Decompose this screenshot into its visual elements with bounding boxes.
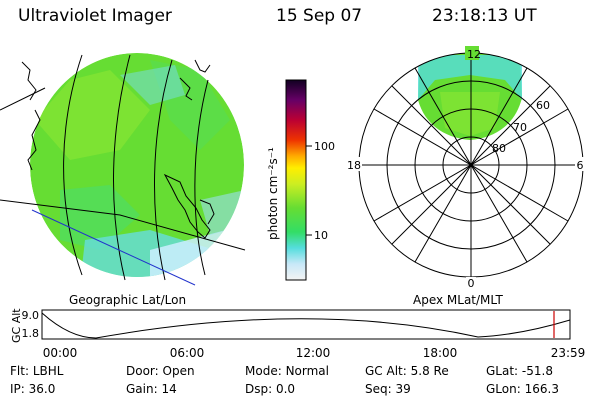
info-value: LBHL	[32, 364, 64, 378]
info-label: Seq:	[365, 382, 392, 396]
app-title: Ultraviolet Imager	[18, 6, 172, 26]
polar-map-label: Apex MLat/MLT	[413, 293, 503, 307]
colorbar-tick-label: 10	[314, 229, 328, 242]
alt-ytick: 9.0	[22, 309, 40, 322]
colorbar-tick-label: 100	[314, 140, 335, 153]
meridian-line	[194, 79, 209, 276]
header-time: 23:18:13 UT	[432, 6, 537, 26]
alt-xtick: 06:00	[170, 346, 205, 360]
info-value: 5.8 Re	[410, 364, 449, 378]
mlat-label: 60	[536, 99, 550, 112]
latitude-line	[0, 87, 46, 111]
coastline	[199, 199, 215, 225]
header-date: 15 Sep 07	[276, 6, 363, 26]
info-mode: Mode: Normal	[245, 364, 329, 378]
info-dsp: Dsp: 0.0	[245, 382, 295, 396]
info-value: 39	[395, 382, 411, 396]
info-value: Open	[162, 364, 195, 378]
info-label: GLon:	[486, 382, 521, 396]
altitude-plot: 9.0 1.8 GC Alt 00:00 06:00 12:00 18:00 2…	[10, 308, 585, 360]
alt-xtick: 23:59	[551, 346, 586, 360]
mlt-label-bottom: 0	[468, 277, 475, 290]
earth-disk	[30, 53, 244, 277]
mlt-label-right: 6	[577, 159, 584, 172]
info-label: Dsp:	[245, 382, 273, 396]
meridian-line	[63, 54, 83, 276]
geographic-map-label: Geographic Lat/Lon	[69, 293, 187, 307]
info-label: GLat:	[486, 364, 519, 378]
mlt-label-left: 18	[347, 159, 361, 172]
info-gain: Gain: 14	[126, 382, 177, 396]
mlat-label: 70	[513, 121, 527, 134]
info-label: IP:	[10, 382, 25, 396]
coastline	[27, 109, 41, 171]
colorbar: 100 10 photon cm⁻²s⁻¹	[266, 79, 335, 281]
coastline	[21, 61, 37, 101]
alt-xtick: 12:00	[296, 346, 331, 360]
latitude-line	[0, 199, 246, 251]
coastline	[163, 173, 211, 239]
info-value: Normal	[285, 364, 329, 378]
alt-ylabel: GC Alt	[10, 308, 23, 343]
mlat-label: 80	[492, 142, 506, 155]
geographic-map	[0, 53, 246, 286]
polar-spokes	[359, 53, 583, 277]
info-label: GC Alt:	[365, 364, 407, 378]
info-label: Door:	[126, 364, 159, 378]
info-glon: GLon: 166.3	[486, 382, 559, 396]
info-label: Mode:	[245, 364, 282, 378]
alt-ytick: 1.8	[22, 327, 40, 340]
info-seq: Seq: 39	[365, 382, 411, 396]
info-ip: IP: 36.0	[10, 382, 55, 396]
altitude-curve	[41, 312, 571, 339]
info-value: -51.8	[521, 364, 553, 378]
alt-xtick: 18:00	[423, 346, 458, 360]
coastline	[179, 77, 193, 101]
mlt-label-top: 12	[467, 48, 481, 61]
coastline	[194, 59, 211, 73]
alt-xtick: 00:00	[43, 346, 78, 360]
info-door: Door: Open	[126, 364, 195, 378]
info-value: 14	[161, 382, 177, 396]
info-flt: Flt: LBHL	[10, 364, 63, 378]
satellite-track	[31, 209, 196, 286]
polar-plot: 12 18 6 0 60 70 80	[344, 46, 585, 291]
info-gc-alt: GC Alt: 5.8 Re	[365, 364, 449, 378]
info-glat: GLat: -51.8	[486, 364, 553, 378]
info-value: 36.0	[28, 382, 56, 396]
meridian-line	[113, 54, 131, 281]
colorbar-unit-label: photon cm⁻²s⁻¹	[266, 147, 280, 240]
meridian-line	[154, 59, 173, 281]
info-value: 0.0	[275, 382, 296, 396]
info-label: Flt:	[10, 364, 29, 378]
polar-emission	[418, 53, 522, 140]
info-label: Gain:	[126, 382, 158, 396]
info-value: 166.3	[524, 382, 559, 396]
